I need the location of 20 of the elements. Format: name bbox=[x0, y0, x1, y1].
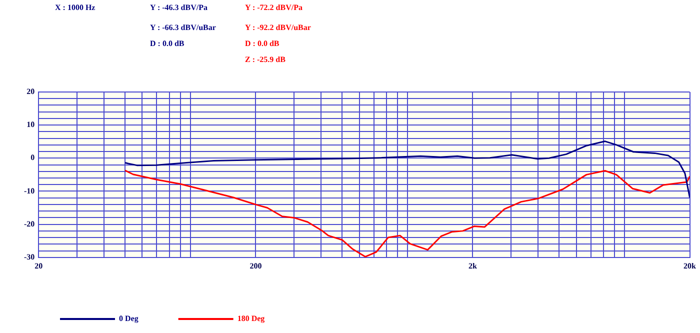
x-tick-label: 200 bbox=[250, 261, 262, 270]
text: Y : -66.3 dBV/uBar bbox=[150, 23, 216, 32]
text: D : 0.0 dB bbox=[150, 39, 184, 48]
text: D : 0.0 dB bbox=[245, 39, 280, 48]
y-tick-label: -20 bbox=[24, 219, 35, 228]
y-tick-label: 20 bbox=[26, 87, 35, 96]
y-tick-label: 0 bbox=[30, 153, 35, 162]
y-tick-label: -10 bbox=[24, 186, 35, 196]
text: Y : -46.3 dBV/Pa bbox=[150, 3, 208, 12]
x-tick-label: 20k bbox=[684, 261, 697, 270]
text: 180 Deg bbox=[237, 314, 265, 324]
text: Z : -25.9 dB bbox=[245, 55, 286, 64]
x-tick-label: 20 bbox=[34, 261, 43, 270]
text: Y : -72.2 dBV/Pa bbox=[245, 3, 302, 12]
y-tick-label: -30 bbox=[24, 252, 35, 262]
text: X : 1000 Hz bbox=[55, 3, 96, 12]
x-tick-label: 2k bbox=[468, 261, 478, 270]
text: Y : -92.2 dBV/uBar bbox=[245, 23, 311, 32]
text: 0 Deg bbox=[119, 314, 138, 324]
y-tick-label: 10 bbox=[26, 120, 35, 130]
